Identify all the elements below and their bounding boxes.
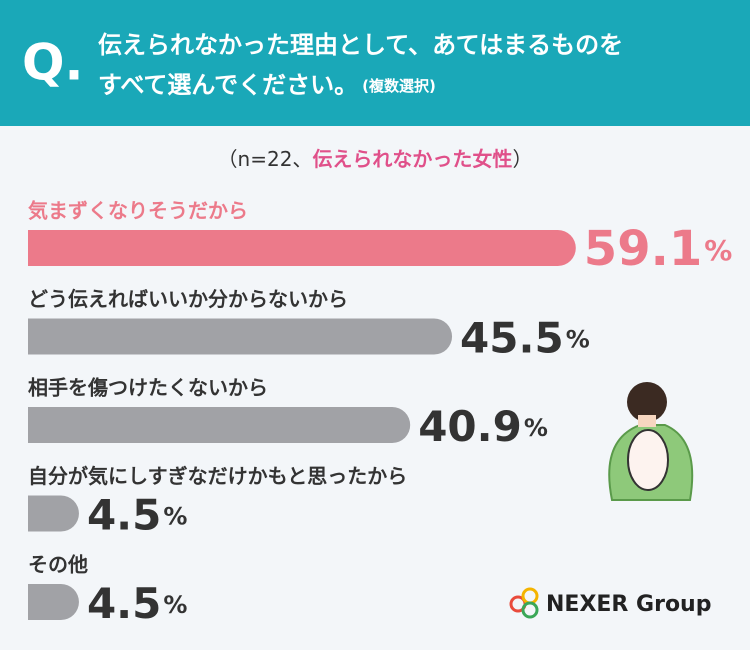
- value-label: 59.1%: [584, 221, 733, 277]
- illustration: [608, 382, 694, 501]
- bar: [28, 584, 79, 620]
- head: [627, 382, 667, 422]
- value-label: 4.5: [87, 579, 161, 628]
- value-label-unit: %: [163, 591, 187, 619]
- question-mark: Q.: [22, 34, 84, 92]
- value-label-unit: %: [163, 503, 187, 531]
- title-line: すべて選んでください。: [98, 71, 358, 99]
- category-label: 気まずくなりそうだから: [28, 199, 248, 223]
- value-label: 40.9%: [418, 402, 548, 451]
- value-label: 59.1: [584, 221, 702, 277]
- category-label: その他: [28, 553, 88, 577]
- title-line: 伝えられなかった理由として、あてはまるものを: [98, 31, 623, 59]
- category-label: 相手を傷つけたくないから: [28, 376, 268, 400]
- value-label: 4.5%: [87, 579, 187, 628]
- bar: [28, 495, 79, 532]
- subtitle-part: ）: [512, 147, 532, 171]
- sign: [627, 429, 669, 491]
- subtitle-part: 伝えられなかった女性: [312, 147, 512, 171]
- subtitle: （n=22、伝えられなかった女性）: [218, 147, 533, 171]
- bar: [28, 318, 453, 355]
- title-note: (複数選択): [362, 77, 436, 95]
- title-line: すべて選んでください。 (複数選択): [98, 71, 436, 99]
- value-label: 4.5%: [87, 490, 187, 539]
- category-label: どう伝えればいいか分からないから: [28, 287, 348, 311]
- value-label-unit: %: [524, 414, 548, 442]
- neck: [638, 415, 656, 427]
- category-label: 自分が気にしすぎなだけかもと思ったから: [28, 464, 407, 488]
- value-label: 45.5: [460, 313, 564, 362]
- value-label: 45.5%: [460, 313, 590, 362]
- bar: [28, 407, 411, 443]
- subtitle-part: （n=22、: [218, 147, 313, 171]
- value-label: 40.9: [418, 402, 522, 451]
- value-label: 4.5: [87, 490, 161, 539]
- value-label-unit: %: [704, 234, 732, 267]
- logo-text: NEXER Group: [546, 592, 711, 617]
- value-label-unit: %: [566, 326, 590, 354]
- header: [0, 0, 750, 126]
- logo: NEXER Group: [509, 587, 711, 619]
- bar: [28, 230, 576, 266]
- logo-ring: [521, 601, 539, 619]
